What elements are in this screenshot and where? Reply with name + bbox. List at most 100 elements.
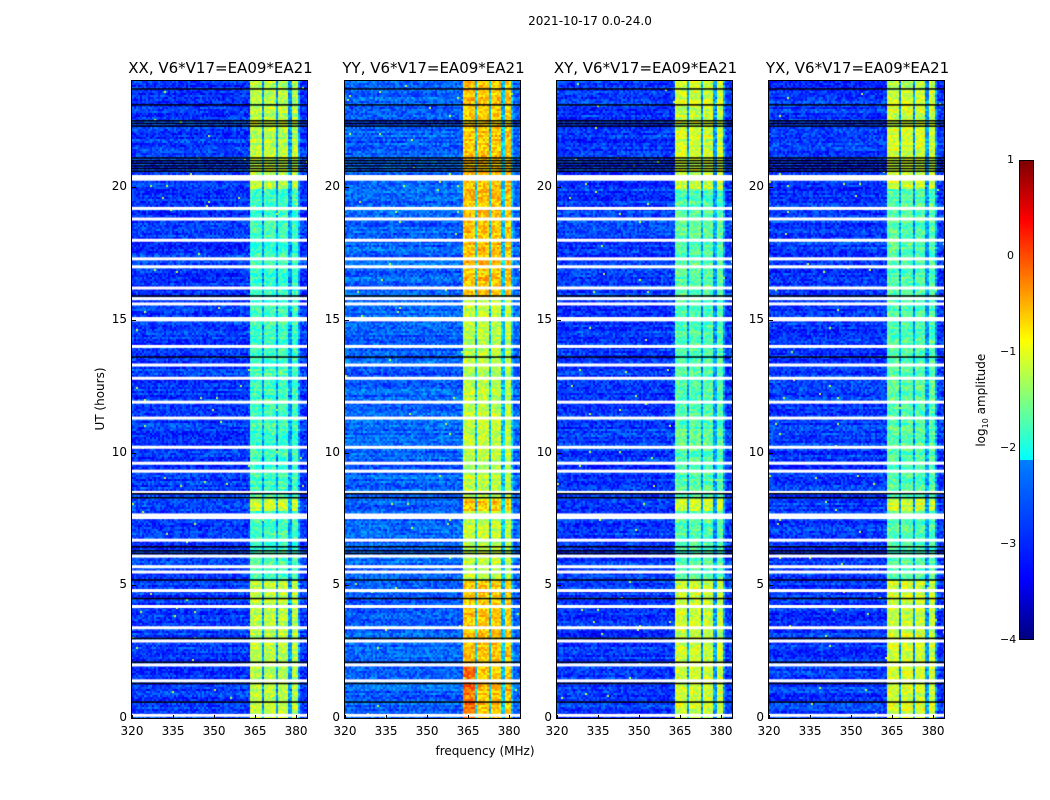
colorbar-tick-label: −2 <box>1000 441 1017 454</box>
y-tick-mark <box>769 585 773 587</box>
y-tick-label: 15 <box>111 311 127 326</box>
heatmap <box>769 81 944 718</box>
y-tick-mark <box>345 585 349 587</box>
x-tick-label: 365 <box>880 724 904 738</box>
colorbar-label: log10 amplitude <box>973 353 991 447</box>
y-tick-mark <box>132 718 136 719</box>
y-tick-label: 20 <box>324 179 340 194</box>
x-tick-label: 380 <box>284 724 308 738</box>
x-tick-label: 335 <box>586 724 610 738</box>
x-tick-label: 320 <box>120 724 144 738</box>
x-tick-label: 380 <box>497 724 521 738</box>
y-tick-mark <box>132 585 136 587</box>
y-tick-mark <box>132 187 136 189</box>
colorbar-tick-label: 0 <box>1007 249 1014 262</box>
panel-title: YX, V6*V17=EA09*EA21 <box>765 59 950 77</box>
y-tick-label: 0 <box>756 710 764 724</box>
y-tick-label: 0 <box>332 710 340 724</box>
spectrogram-panel-1: XX, V6*V17=EA09*EA21 <box>128 59 313 719</box>
x-tick-label: 365 <box>243 724 267 738</box>
y-tick-mark <box>769 187 773 189</box>
x-tick-label: 320 <box>333 724 357 738</box>
x-tick-mark <box>598 715 600 719</box>
y-tick-mark <box>132 452 136 454</box>
x-tick-mark <box>680 715 682 719</box>
x-axis-label: frequency (MHz) <box>435 744 535 758</box>
x-tick-mark <box>721 715 723 719</box>
y-tick-mark <box>557 187 561 189</box>
y-tick-label: 5 <box>544 577 552 592</box>
colorbar-tick-label: −4 <box>1000 633 1017 646</box>
y-tick-mark <box>769 319 773 321</box>
heatmap <box>557 81 732 718</box>
x-tick-mark <box>639 715 641 719</box>
y-tick-mark <box>345 187 349 189</box>
y-tick-label: 0 <box>544 710 552 724</box>
x-tick-mark <box>345 715 346 719</box>
x-tick-label: 365 <box>668 724 692 738</box>
x-tick-mark <box>851 715 853 719</box>
x-tick-label: 335 <box>798 724 822 738</box>
x-tick-mark <box>173 715 175 719</box>
x-tick-mark <box>810 715 812 719</box>
panel-title: XY, V6*V17=EA09*EA21 <box>553 59 738 77</box>
y-tick-label: 0 <box>119 710 127 724</box>
panel-title: YY, V6*V17=EA09*EA21 <box>342 59 525 77</box>
colorbar-tick-label: 1 <box>1007 153 1014 166</box>
y-tick-mark <box>557 718 561 719</box>
y-tick-label: 10 <box>111 444 127 459</box>
y-tick-label: 10 <box>748 444 764 459</box>
y-axis-label: UT (hours) <box>93 367 107 431</box>
x-tick-mark <box>296 715 298 719</box>
x-tick-mark <box>557 715 558 719</box>
x-tick-mark <box>933 715 935 719</box>
x-tick-mark <box>427 715 429 719</box>
x-tick-mark <box>468 715 470 719</box>
heatmap <box>132 81 307 718</box>
x-tick-mark <box>214 715 216 719</box>
y-tick-label: 20 <box>536 179 552 194</box>
y-tick-label: 5 <box>119 577 127 592</box>
heatmap <box>345 81 520 718</box>
y-tick-mark <box>132 319 136 321</box>
y-tick-label: 10 <box>324 444 340 459</box>
y-tick-mark <box>769 452 773 454</box>
y-tick-label: 15 <box>536 311 552 326</box>
spectrogram-panel-3: XY, V6*V17=EA09*EA21 <box>554 59 737 719</box>
x-tick-mark <box>509 715 511 719</box>
colorbar-tick-label: −3 <box>1000 537 1017 550</box>
y-tick-mark <box>769 718 773 719</box>
x-tick-label: 365 <box>456 724 480 738</box>
colorbar-tick-label: −1 <box>1000 345 1017 358</box>
spectrogram-panel-4: YX, V6*V17=EA09*EA21 <box>766 59 949 719</box>
y-tick-label: 20 <box>748 179 764 194</box>
x-tick-label: 350 <box>839 724 863 738</box>
x-tick-label: 335 <box>374 724 398 738</box>
x-tick-label: 380 <box>709 724 733 738</box>
x-tick-label: 350 <box>627 724 651 738</box>
y-tick-label: 5 <box>756 577 764 592</box>
x-tick-mark <box>892 715 894 719</box>
x-tick-label: 350 <box>202 724 226 738</box>
x-tick-label: 320 <box>545 724 569 738</box>
y-tick-label: 15 <box>748 311 764 326</box>
y-tick-mark <box>345 319 349 321</box>
x-tick-label: 350 <box>415 724 439 738</box>
y-tick-mark <box>345 452 349 454</box>
x-tick-label: 380 <box>921 724 945 738</box>
y-tick-mark <box>557 452 561 454</box>
y-tick-mark <box>557 319 561 321</box>
panel-title: XX, V6*V17=EA09*EA21 <box>128 59 313 77</box>
y-tick-label: 10 <box>536 444 552 459</box>
y-tick-label: 15 <box>324 311 340 326</box>
y-tick-mark <box>557 585 561 587</box>
y-tick-label: 5 <box>332 577 340 592</box>
x-tick-label: 320 <box>757 724 781 738</box>
y-tick-label: 20 <box>111 179 127 194</box>
x-tick-mark <box>255 715 257 719</box>
y-tick-mark <box>345 718 349 719</box>
x-tick-mark <box>769 715 770 719</box>
colorbar <box>1019 160 1034 640</box>
x-tick-mark <box>386 715 388 719</box>
